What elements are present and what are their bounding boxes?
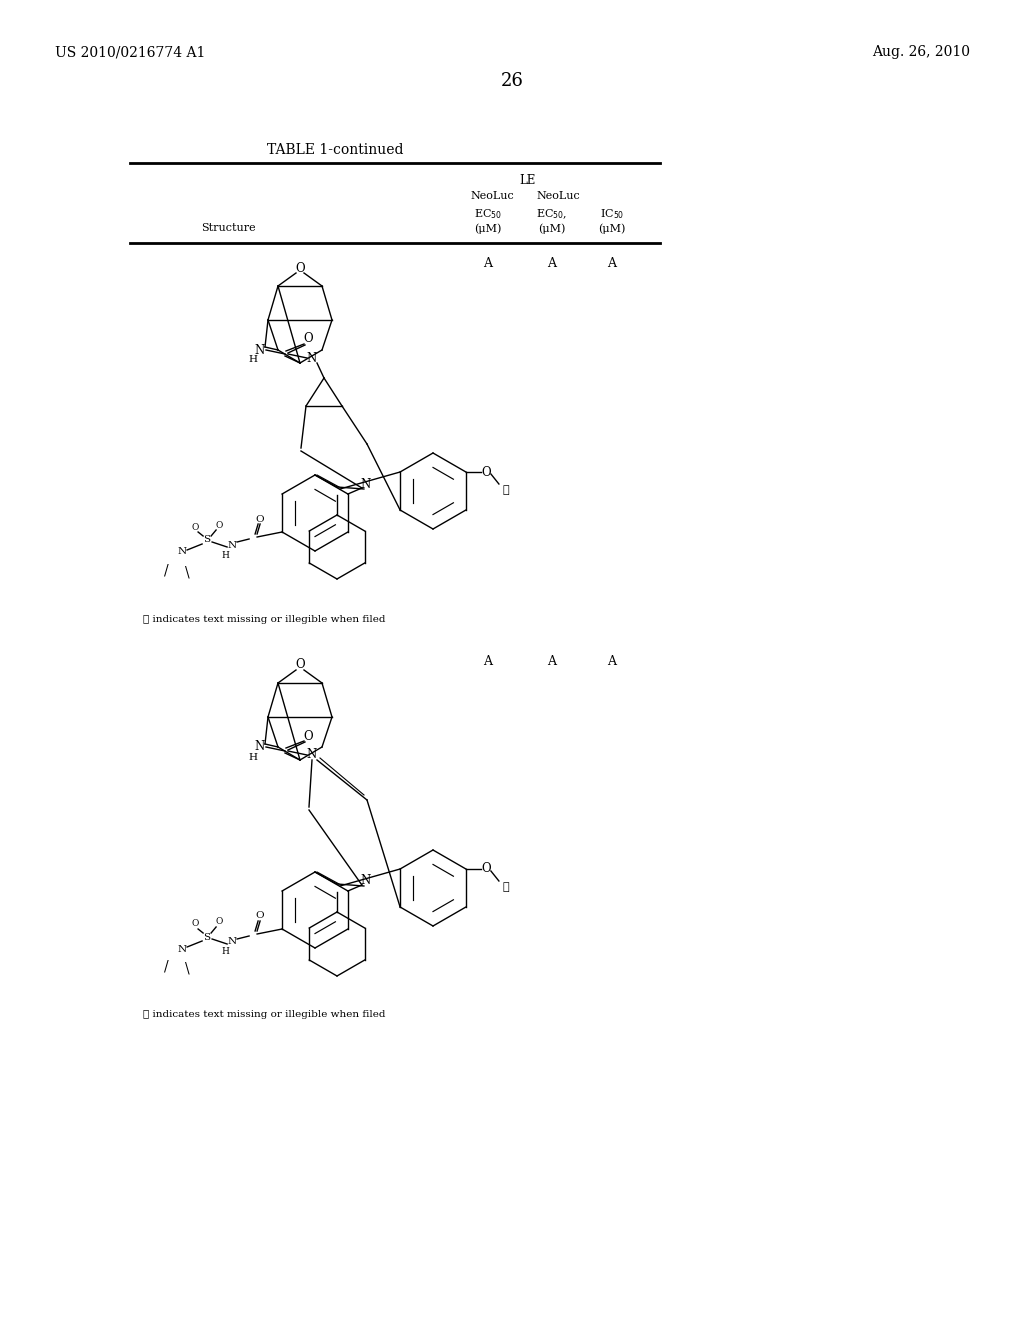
Text: O: O xyxy=(295,659,305,672)
Text: Ⓡ: Ⓡ xyxy=(503,484,509,495)
Text: O: O xyxy=(481,862,490,875)
Text: LE: LE xyxy=(520,174,537,187)
Text: A: A xyxy=(483,257,493,271)
Text: H: H xyxy=(221,550,229,560)
Text: S: S xyxy=(204,536,211,544)
Text: US 2010/0216774 A1: US 2010/0216774 A1 xyxy=(55,45,206,59)
Text: O: O xyxy=(215,520,223,529)
Text: TABLE 1-continued: TABLE 1-continued xyxy=(266,143,403,157)
Text: O: O xyxy=(191,523,199,532)
Text: EC$_{50}$: EC$_{50}$ xyxy=(474,207,502,220)
Text: N: N xyxy=(255,741,265,754)
Text: H: H xyxy=(249,752,257,762)
Text: NeoLuc: NeoLuc xyxy=(537,191,580,201)
Text: O: O xyxy=(303,730,312,742)
Text: Ⓡ indicates text missing or illegible when filed: Ⓡ indicates text missing or illegible wh… xyxy=(143,1010,385,1019)
Text: O: O xyxy=(295,261,305,275)
Text: A: A xyxy=(548,655,556,668)
Text: Ⓡ: Ⓡ xyxy=(503,882,509,892)
Text: N: N xyxy=(177,548,186,557)
Text: O: O xyxy=(303,333,312,346)
Text: A: A xyxy=(607,655,616,668)
Text: \: \ xyxy=(184,962,189,975)
Text: (μM): (μM) xyxy=(474,223,502,234)
Text: /: / xyxy=(164,564,168,577)
Text: O: O xyxy=(191,920,199,928)
Text: NeoLuc: NeoLuc xyxy=(470,191,514,201)
Text: /: / xyxy=(164,960,168,974)
Text: N: N xyxy=(177,945,186,953)
Text: \: \ xyxy=(184,565,189,579)
Text: N: N xyxy=(227,937,237,946)
Text: A: A xyxy=(548,257,556,271)
Text: N: N xyxy=(360,478,371,491)
Text: H: H xyxy=(221,948,229,957)
Text: O: O xyxy=(481,466,490,479)
Text: N: N xyxy=(227,540,237,549)
Text: EC$_{50}$,: EC$_{50}$, xyxy=(537,207,567,220)
Text: O: O xyxy=(256,912,264,920)
Text: O: O xyxy=(215,917,223,927)
Text: 26: 26 xyxy=(501,73,523,90)
Text: N: N xyxy=(307,748,317,762)
Text: H: H xyxy=(249,355,257,364)
Text: Aug. 26, 2010: Aug. 26, 2010 xyxy=(872,45,970,59)
Text: Structure: Structure xyxy=(201,223,255,234)
Text: N: N xyxy=(360,874,371,887)
Text: (μM): (μM) xyxy=(598,223,626,234)
Text: O: O xyxy=(256,515,264,524)
Text: A: A xyxy=(607,257,616,271)
Text: N: N xyxy=(307,351,317,364)
Text: Ⓡ indicates text missing or illegible when filed: Ⓡ indicates text missing or illegible wh… xyxy=(143,615,385,624)
Text: N: N xyxy=(255,343,265,356)
Text: (μM): (μM) xyxy=(539,223,565,234)
Text: A: A xyxy=(483,655,493,668)
Text: IC$_{50}$: IC$_{50}$ xyxy=(600,207,625,220)
Text: S: S xyxy=(204,932,211,941)
